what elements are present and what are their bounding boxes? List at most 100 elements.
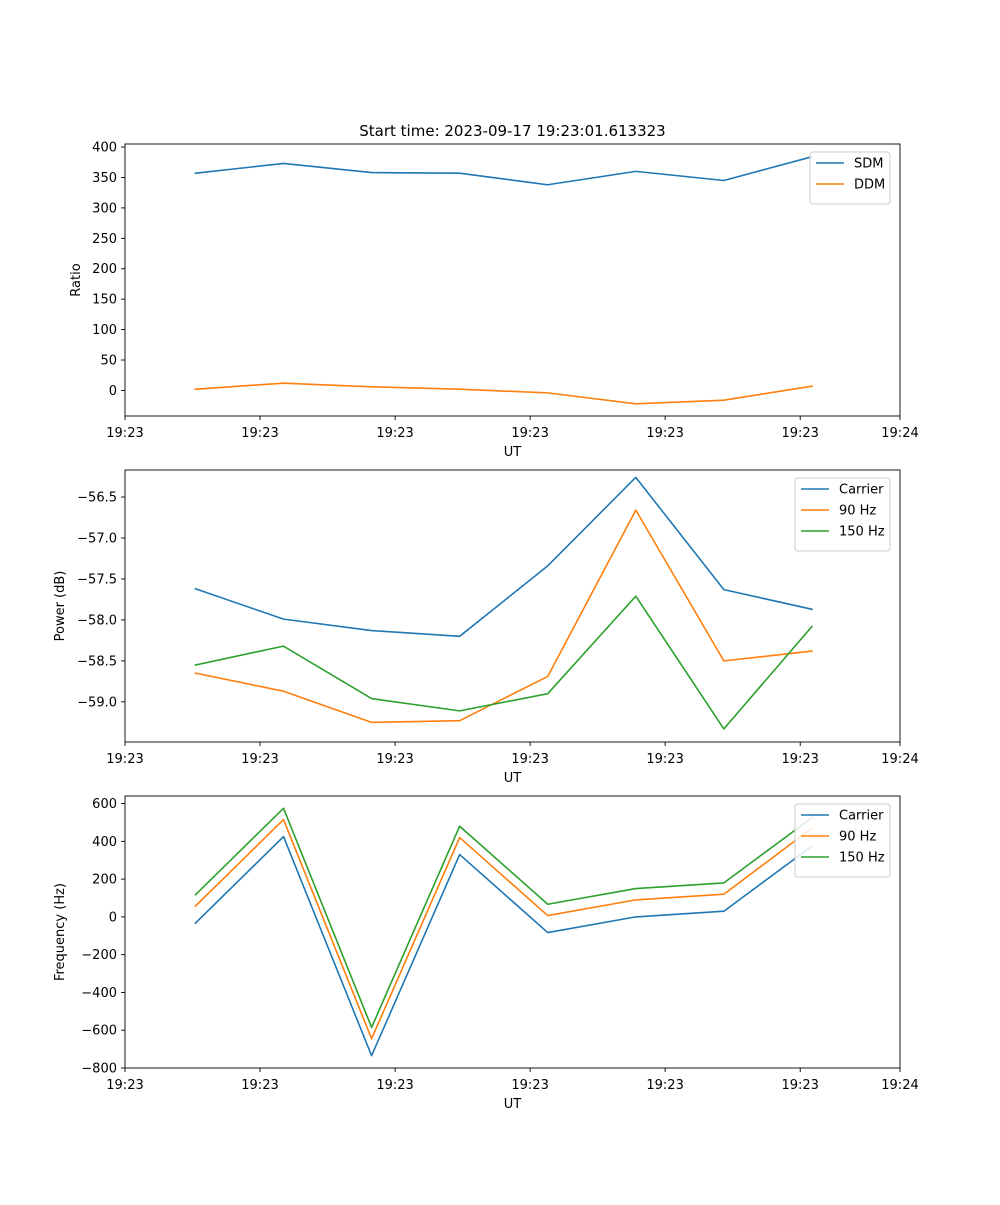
chart-3-y-tick-label: −400 xyxy=(81,986,117,1001)
chart-1-y-tick-label: 250 xyxy=(92,232,117,247)
chart-3-data-point xyxy=(547,931,549,933)
chart-2-data-point xyxy=(723,588,725,590)
chart-3-y-axis-label: Frequency (Hz) xyxy=(53,883,68,981)
chart-2-series-line-150-hz xyxy=(194,595,814,730)
chart-panel-3: 19:23 19:23 19:23 19:23 19:23 19:23 19:24 −800 −… xyxy=(53,795,919,1112)
chart-1-y-tick-label: 150 xyxy=(92,293,117,308)
chart-3-data-point xyxy=(282,818,284,820)
chart-3-data-point xyxy=(635,899,637,901)
chart-2-data-point xyxy=(811,608,813,610)
chart-panel-2: 19:23 19:23 19:23 19:23 19:23 19:23 19:24 −59.0… xyxy=(53,469,919,786)
chart-2-series-line-carrier xyxy=(194,476,813,638)
chart-2-data-point xyxy=(811,625,813,627)
chart-panel-1: 19:23 19:23 19:23 19:23 19:23 19:23 19:24 0 50 10… xyxy=(69,122,919,460)
chart-3-legend: Carrier 90 Hz 150 Hz xyxy=(794,803,891,878)
chart-3-data-point xyxy=(635,887,637,889)
chart-3-x-tick-label: 19:24 xyxy=(881,1078,918,1093)
chart-1-legend: SDM DDM xyxy=(809,151,891,205)
chart-1-data-point xyxy=(723,179,725,181)
chart-1-data-point xyxy=(547,392,549,394)
chart-3-data-point xyxy=(458,836,460,838)
chart-2-data-point xyxy=(194,672,196,674)
chart-2-legend-label-150-hz: 150 Hz xyxy=(839,525,885,540)
chart-2-data-point xyxy=(723,728,725,730)
chart-1-y-axis-label: Ratio xyxy=(69,263,84,296)
chart-2-y-tick-label: −59.0 xyxy=(77,695,117,710)
chart-1-x-tick-label: 19:23 xyxy=(106,426,143,441)
chart-1-y-tick-label: 400 xyxy=(92,141,117,156)
chart-1-series-line-ddm xyxy=(194,382,813,405)
chart-2-y-tick-label: −57.5 xyxy=(77,572,117,587)
chart-3-series-line-carrier xyxy=(194,835,814,1057)
chart-3-legend-box xyxy=(794,803,891,878)
chart-3-data-point xyxy=(282,835,284,837)
chart-2-data-point xyxy=(547,692,549,694)
chart-2-x-tick-label: 19:23 xyxy=(376,752,413,767)
chart-1-axes-frame xyxy=(124,143,901,417)
chart-2-x-tick-label: 19:23 xyxy=(241,752,278,767)
chart-3-x-tick-label: 19:23 xyxy=(241,1078,278,1093)
chart-2-data-point xyxy=(811,650,813,652)
chart-2-data-point xyxy=(635,476,637,478)
chart-1-x-tick-label: 19:23 xyxy=(241,426,278,441)
chart-3-data-point xyxy=(547,914,549,916)
chart-1-data-point xyxy=(635,403,637,405)
chart-2-y-tick-label: −58.0 xyxy=(77,613,117,628)
chart-1-x-tick-label: 19:24 xyxy=(881,426,918,441)
chart-2-data-point xyxy=(635,595,637,597)
chart-2-legend-label-carrier: Carrier xyxy=(839,483,884,498)
chart-1-data-point xyxy=(458,388,460,390)
chart-3-legend-label-90-hz: 90 Hz xyxy=(839,830,876,845)
chart-1-data-point xyxy=(547,184,549,186)
chart-2-x-tick-label: 19:23 xyxy=(646,752,683,767)
chart-3-series-line-150-hz xyxy=(194,807,814,1029)
chart-2-data-point xyxy=(635,509,637,511)
chart-2-data-point xyxy=(282,645,284,647)
chart-2-x-tick-label: 19:23 xyxy=(781,752,818,767)
chart-3-y-tick-label: 400 xyxy=(92,835,117,850)
chart-2-data-point xyxy=(547,565,549,567)
chart-2-x-tick-label: 19:24 xyxy=(881,752,918,767)
chart-1-y-tick-label: 350 xyxy=(92,171,117,186)
chart-2-data-point xyxy=(547,675,549,677)
chart-2-data-point xyxy=(458,719,460,721)
chart-1-x-tick-label: 19:23 xyxy=(376,426,413,441)
chart-3-data-point xyxy=(458,825,460,827)
chart-3-x-tick-label: 19:23 xyxy=(646,1078,683,1093)
chart-3-legend-label-carrier: Carrier xyxy=(839,809,884,824)
chart-3-y-tick-label: −600 xyxy=(81,1024,117,1039)
chart-1-data-point xyxy=(370,386,372,388)
chart-1-series-line-sdm xyxy=(194,155,813,186)
chart-2-data-point xyxy=(370,721,372,723)
chart-3-y-tick-label: −800 xyxy=(81,1062,117,1077)
chart-3-data-point xyxy=(458,853,460,855)
chart-1-legend-box xyxy=(809,151,891,205)
chart-1-y-tick-label: 50 xyxy=(100,354,117,369)
chart-1-x-axis-label: UT xyxy=(504,445,522,460)
chart-2-x-axis-label: UT xyxy=(504,771,522,786)
chart-1-legend-label-sdm: SDM xyxy=(854,157,883,172)
chart-2-y-tick-label: −58.5 xyxy=(77,654,117,669)
chart-3-legend-label-150-hz: 150 Hz xyxy=(839,851,885,866)
chart-1-data-point xyxy=(723,399,725,401)
chart-2-x-tick-label: 19:23 xyxy=(106,752,143,767)
chart-2-data-point xyxy=(282,690,284,692)
chart-3-data-point xyxy=(635,916,637,918)
chart-2-data-point xyxy=(370,629,372,631)
chart-3-y-tick-label: 0 xyxy=(109,910,117,925)
chart-2-data-point xyxy=(723,660,725,662)
chart-2-data-point xyxy=(458,635,460,637)
chart-1-data-point xyxy=(194,388,196,390)
chart-1-data-point xyxy=(458,172,460,174)
chart-1-x-tick-label: 19:23 xyxy=(511,426,548,441)
chart-3-data-point xyxy=(282,807,284,809)
chart-2-data-point xyxy=(370,697,372,699)
chart-2-data-point xyxy=(282,618,284,620)
chart-1-x-tick-label: 19:23 xyxy=(646,426,683,441)
chart-3-data-point xyxy=(547,903,549,905)
chart-3-data-point xyxy=(723,893,725,895)
chart-2-y-axis-label: Power (dB) xyxy=(53,571,68,642)
chart-2-legend-label-90-hz: 90 Hz xyxy=(839,504,876,519)
